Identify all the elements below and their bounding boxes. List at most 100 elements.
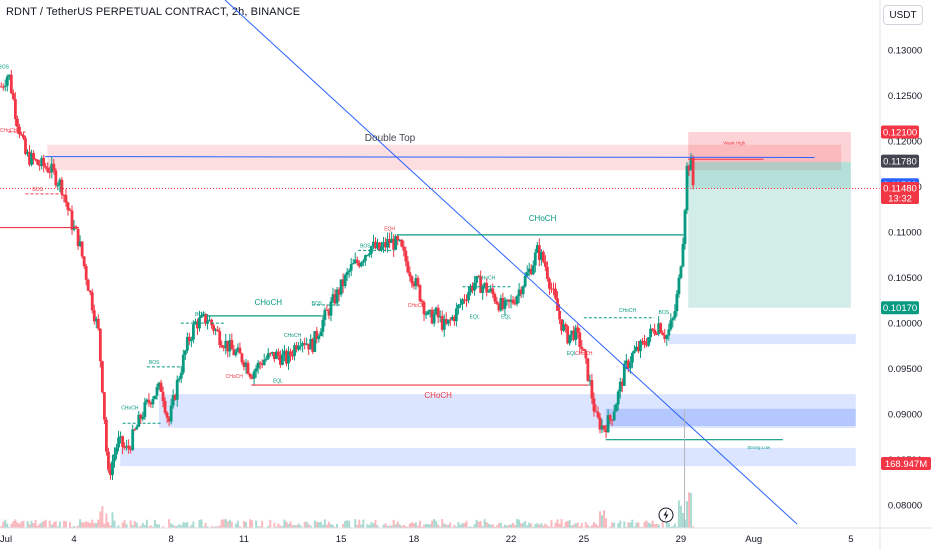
volume-bar: [586, 524, 589, 528]
candle-body: [422, 302, 426, 315]
volume-bar: [83, 522, 86, 528]
candle-body: [143, 402, 147, 418]
price-tick-label: 0.12500: [888, 91, 922, 102]
candle-body: [558, 310, 561, 320]
volume-bar: [158, 524, 161, 528]
volume-bar: [645, 520, 648, 528]
volume-bar: [204, 522, 207, 528]
volume-bar: [18, 523, 21, 528]
candle-body: [315, 331, 319, 340]
candle-body: [345, 272, 349, 275]
volume-bar: [471, 526, 474, 528]
volume-bar: [653, 524, 656, 528]
candle-body: [661, 332, 665, 336]
volume-bar: [552, 526, 555, 528]
candle-body: [232, 349, 236, 356]
volume-bar: [123, 520, 126, 528]
volume-bar: [48, 520, 51, 528]
candle-body: [608, 415, 612, 420]
candle-body: [479, 276, 483, 293]
candle-body: [291, 355, 294, 357]
volume-bar: [588, 526, 591, 528]
price-axis: 0.130000.125000.120000.115000.110000.105…: [879, 0, 931, 550]
double-top-line: [44, 156, 815, 158]
candle-body: [276, 351, 280, 357]
volume-bar: [408, 523, 411, 528]
volume-bar: [366, 524, 369, 528]
volume-bar: [542, 525, 545, 528]
volume-bar: [71, 526, 74, 528]
candle-body: [404, 250, 408, 262]
candle-body: [238, 347, 242, 354]
volume-bar: [283, 519, 286, 528]
volume-bar: [463, 522, 466, 528]
volume-bar: [605, 518, 608, 528]
volume-bar: [370, 522, 373, 528]
candle-body: [402, 246, 406, 251]
volume-bar: [619, 520, 622, 528]
volume-bar: [493, 526, 496, 528]
candle-body: [645, 344, 648, 346]
candle-body: [109, 469, 112, 476]
candle-body: [187, 336, 191, 342]
candle-body: [475, 276, 479, 283]
candle-body: [347, 270, 351, 273]
time-tick-label: Aug: [745, 534, 762, 545]
volume-bar: [623, 521, 626, 528]
volume-bar: [473, 524, 476, 528]
candle-body: [32, 153, 35, 160]
volume-bar: [386, 525, 389, 528]
volume-bar: [388, 525, 391, 528]
candle-body: [548, 279, 551, 289]
volume-bar: [91, 519, 94, 528]
candle-body: [572, 330, 576, 340]
volume-bar: [384, 523, 387, 528]
demand-zone-2: [605, 408, 856, 427]
candle-body: [463, 299, 466, 301]
candle-body: [179, 372, 183, 379]
candle-body: [653, 329, 657, 334]
price-label: 0.11480: [883, 184, 917, 195]
candle-body: [86, 279, 90, 291]
candle-body: [82, 256, 86, 267]
candle-body: [592, 398, 596, 412]
volume-bar: [331, 524, 334, 528]
candle-body: [274, 351, 278, 360]
candle-body: [659, 323, 663, 333]
price-tick-label: 0.09000: [888, 410, 922, 421]
candle-body: [293, 345, 296, 356]
volume-label: 168.947M: [885, 459, 927, 470]
volume-bar: [649, 523, 652, 528]
volume-bar: [16, 522, 19, 528]
candle-body: [3, 85, 7, 87]
price-label: 0.10170: [883, 303, 917, 314]
candle-body: [586, 358, 590, 381]
candle-body: [630, 352, 634, 363]
candle-body: [246, 362, 250, 374]
volume-bar: [200, 519, 203, 528]
volume-bar: [257, 526, 260, 528]
candle-body: [398, 239, 402, 241]
candle-body: [169, 405, 173, 422]
candle-body: [691, 157, 695, 186]
price-label-bg: [881, 125, 919, 139]
candle-body: [459, 304, 462, 306]
candle-body: [7, 74, 11, 77]
candle-body: [550, 288, 553, 290]
candle-body: [141, 417, 145, 420]
candle-body: [105, 419, 108, 452]
currency-button[interactable]: USDT: [883, 5, 923, 25]
volume-bar: [249, 519, 252, 528]
time-tick-label: Jul: [0, 534, 12, 545]
volume-bar: [631, 519, 634, 528]
candle-body: [394, 236, 398, 250]
volume-bar: [22, 520, 25, 528]
volume-bar: [538, 524, 541, 528]
volume-bar: [681, 512, 684, 528]
volume-bar: [143, 525, 146, 528]
candle-body: [1, 86, 5, 88]
volume-bar: [238, 526, 241, 528]
candle-body: [289, 351, 292, 356]
candle-body: [420, 300, 424, 303]
